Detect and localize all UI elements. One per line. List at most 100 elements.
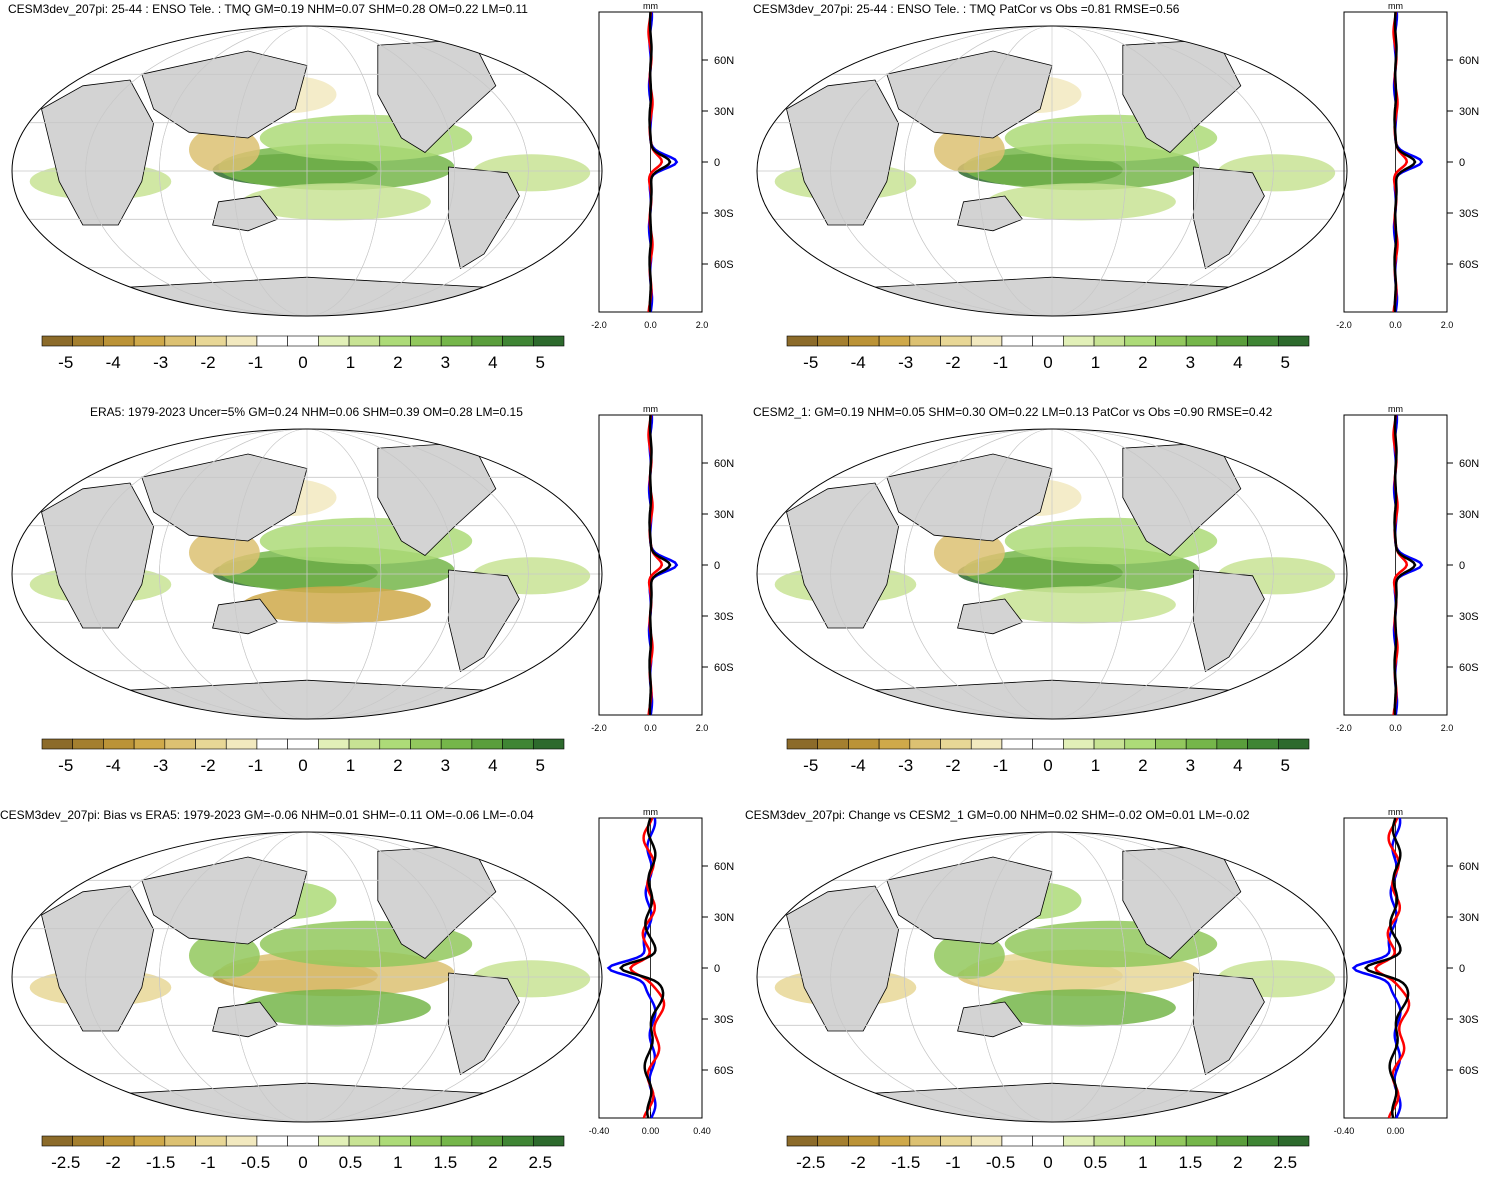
colorbar-swatch <box>1248 739 1279 749</box>
colorbar-label: -1 <box>993 756 1008 775</box>
colorbar-label: 0 <box>298 353 307 372</box>
colorbar-swatch <box>533 1136 564 1146</box>
colorbar-swatch <box>472 1136 503 1146</box>
colorbar-swatch <box>73 336 104 346</box>
map-5 <box>745 806 1345 1126</box>
colorbar-swatch <box>349 739 380 749</box>
colorbar-swatch <box>848 1136 879 1146</box>
panel-model-patcor: CESM3dev_207pi: 25-44 : ENSO Tele. : TMQ… <box>745 0 1490 392</box>
colorbar-label: 5 <box>536 756 545 775</box>
lat-label: 60N <box>1459 861 1479 873</box>
unit-label: mm <box>1388 1 1403 11</box>
colorbar-label: 1 <box>346 353 355 372</box>
colorbar-label: 2.5 <box>528 1153 552 1172</box>
x-tick-label: 2.0 <box>1441 320 1454 330</box>
lat-label: 0 <box>714 560 720 572</box>
colorbar-swatch <box>288 336 319 346</box>
unit-label: mm <box>1388 807 1403 817</box>
map-3 <box>745 403 1345 723</box>
colorbar-label: 5 <box>1281 756 1290 775</box>
colorbar-swatch <box>879 1136 910 1146</box>
colorbar-swatch <box>165 1136 196 1146</box>
colorbar-swatch <box>1063 1136 1094 1146</box>
colorbar-swatch <box>42 739 73 749</box>
colorbar-label: -5 <box>58 756 73 775</box>
colorbar-label: -5 <box>803 353 818 372</box>
lat-label: 60S <box>714 662 734 674</box>
colorbar-label: 2 <box>393 756 402 775</box>
colorbar-label: -3 <box>153 353 168 372</box>
colorbar-swatch <box>380 336 411 346</box>
colorbar-swatch <box>196 1136 227 1146</box>
colorbar-swatch <box>787 1136 818 1146</box>
colorbar-swatch <box>288 1136 319 1146</box>
x-tick-label: -0.40 <box>1334 1126 1355 1136</box>
lat-label: 0 <box>1459 963 1465 975</box>
colorbar-swatch <box>1186 739 1217 749</box>
colorbar-swatch <box>848 336 879 346</box>
colorbar-label: -4 <box>851 353 866 372</box>
x-tick-label: 2.0 <box>696 723 709 733</box>
colorbar-label: -3 <box>898 353 913 372</box>
lat-label: 30S <box>1459 611 1479 623</box>
unit-label: mm <box>643 404 658 414</box>
colorbar-swatch <box>1002 336 1033 346</box>
colorbar-swatch <box>73 739 104 749</box>
map-4 <box>0 806 600 1126</box>
colorbar-label: -2 <box>946 756 961 775</box>
colorbar-swatch <box>1278 739 1309 749</box>
colorbar-swatch <box>134 336 165 346</box>
colorbar-label: -1 <box>248 353 263 372</box>
colorbar-swatch <box>787 336 818 346</box>
lat-label: 60N <box>714 55 734 67</box>
colorbar-swatch <box>257 739 288 749</box>
colorbar-swatch <box>1094 1136 1125 1146</box>
colorbar-label: -1 <box>248 756 263 775</box>
colorbar-swatch <box>1063 739 1094 749</box>
colorbar-swatch <box>1094 739 1125 749</box>
profile-line <box>1366 818 1408 1118</box>
colorbar-label: -2 <box>851 1153 866 1172</box>
profile-line <box>631 818 665 1118</box>
colorbar-swatch <box>1033 336 1064 346</box>
x-tick-label: -2.0 <box>1336 320 1352 330</box>
colorbar-label: -3 <box>153 756 168 775</box>
colorbar-swatch <box>42 1136 73 1146</box>
colorbar-label: -5 <box>58 353 73 372</box>
colorbar-swatch <box>349 1136 380 1146</box>
colorbar-label: 0.5 <box>1084 1153 1108 1172</box>
colorbar-swatch <box>910 1136 941 1146</box>
lat-label: 0 <box>1459 157 1465 169</box>
colorbar-label: -2 <box>946 353 961 372</box>
colorbar-label: 2.5 <box>1273 1153 1297 1172</box>
colorbar-swatch <box>226 1136 257 1146</box>
colorbar-swatch <box>1248 336 1279 346</box>
colorbar-swatch <box>1155 739 1186 749</box>
lat-label: 0 <box>1459 560 1465 572</box>
x-tick-label: -2.0 <box>591 320 607 330</box>
lat-label: 30N <box>1459 509 1479 521</box>
colorbar-swatch <box>410 1136 441 1146</box>
colorbar-swatch <box>503 336 534 346</box>
colorbar-label: -2 <box>201 756 216 775</box>
colorbar-swatch <box>380 739 411 749</box>
colorbar-swatch <box>349 336 380 346</box>
lat-label: 60N <box>1459 458 1479 470</box>
colorbar-swatch <box>103 1136 134 1146</box>
lat-label: 30N <box>714 106 734 118</box>
colorbar-swatch <box>1063 336 1094 346</box>
x-tick-label: 0.40 <box>693 1126 711 1136</box>
lat-label: 30S <box>1459 1014 1479 1026</box>
map-2 <box>0 403 600 723</box>
colorbar-swatch <box>1155 1136 1186 1146</box>
colorbar-swatch <box>165 739 196 749</box>
lat-label: 60N <box>714 458 734 470</box>
colorbar-label: -1 <box>993 353 1008 372</box>
colorbar-label: -5 <box>803 756 818 775</box>
colorbar-swatch <box>1248 1136 1279 1146</box>
